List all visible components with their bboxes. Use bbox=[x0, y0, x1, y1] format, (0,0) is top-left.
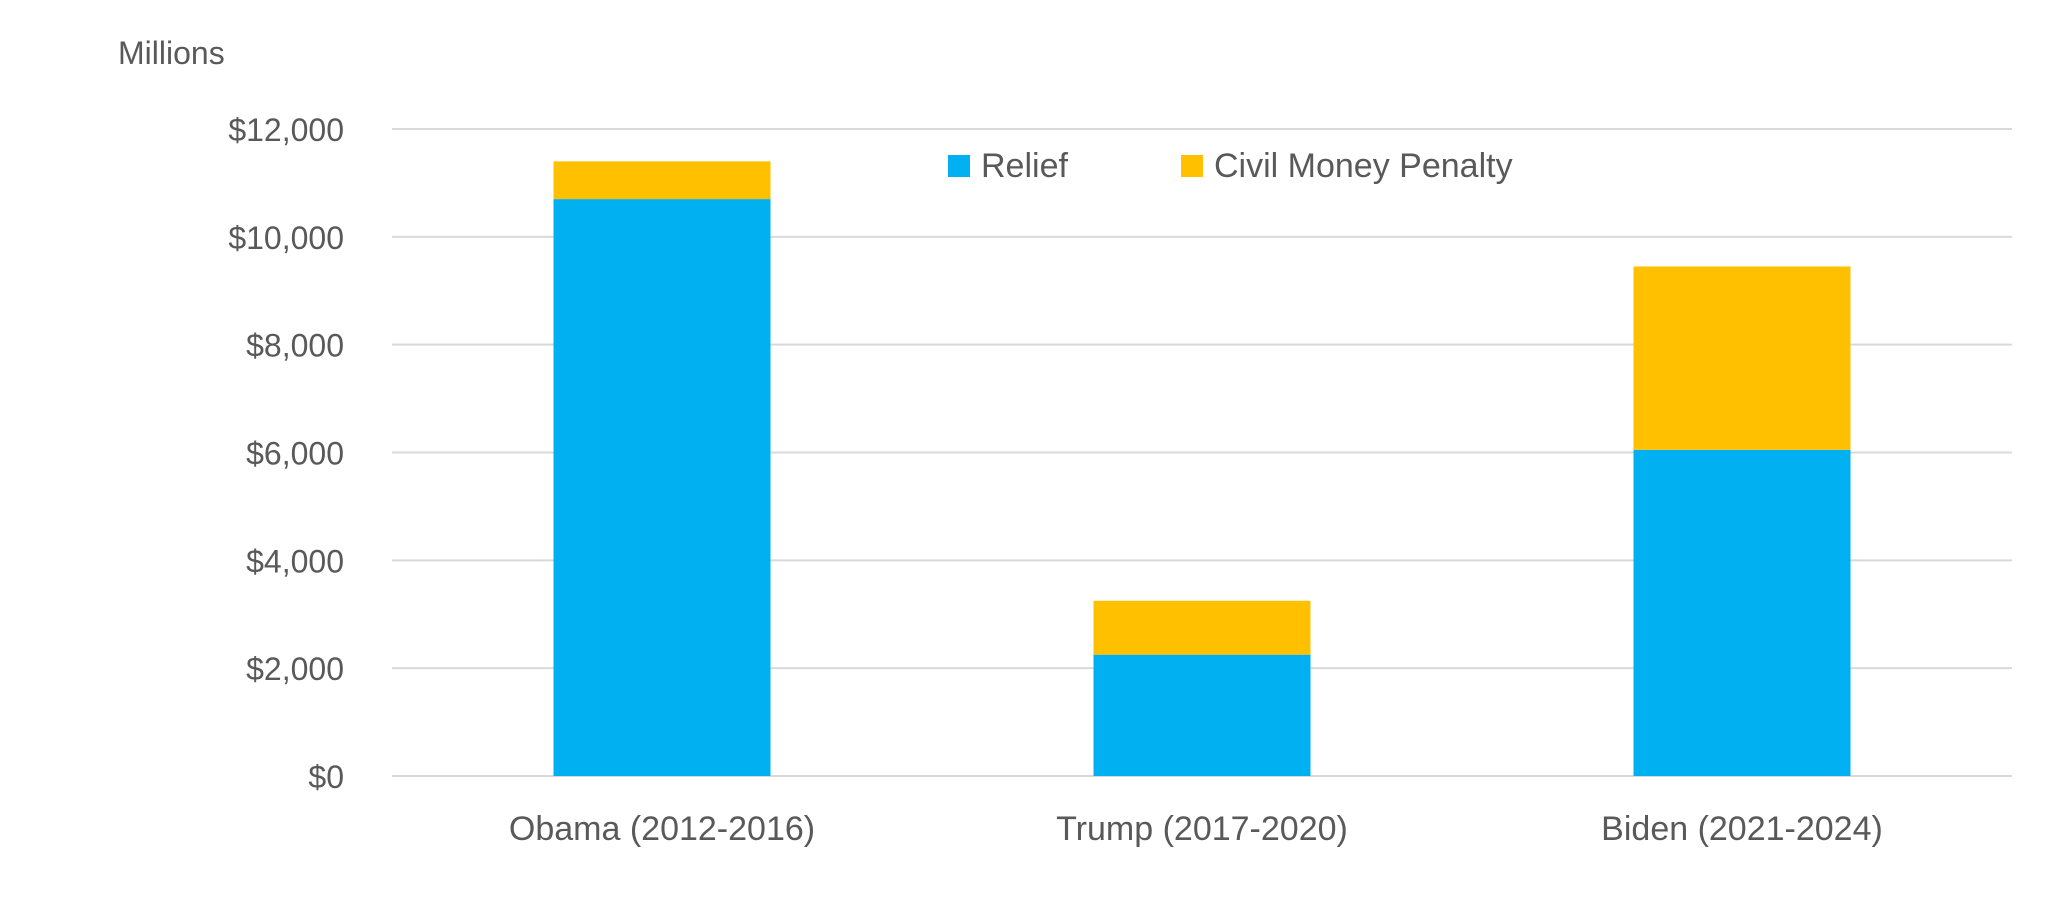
bar-civil-money-penalty-0 bbox=[553, 161, 771, 200]
bar-relief-1 bbox=[1093, 654, 1311, 776]
y-tick-label: $8,000 bbox=[246, 328, 344, 364]
y-tick-label: $10,000 bbox=[228, 220, 344, 256]
y-tick-label: $2,000 bbox=[246, 651, 344, 687]
x-tick-label: Trump (2017-2020) bbox=[1056, 810, 1348, 848]
unit-label: Millions bbox=[118, 35, 225, 71]
y-tick-label: $4,000 bbox=[246, 543, 344, 579]
x-tick-label: Obama (2012-2016) bbox=[509, 810, 815, 848]
legend-item: Civil Money Penalty bbox=[1181, 147, 1513, 185]
bar-relief-2 bbox=[1633, 449, 1851, 776]
y-tick-label: $12,000 bbox=[228, 112, 344, 148]
x-axis-tick-labels: Obama (2012-2016) Trump (2017-2020) Biden … bbox=[509, 810, 1883, 848]
legend: Relief Civil Money Penalty bbox=[948, 147, 1513, 185]
legend-swatch bbox=[1181, 155, 1203, 177]
legend-swatch bbox=[948, 155, 970, 177]
legend-label: Civil Money Penalty bbox=[1214, 147, 1513, 185]
x-tick-label: Biden (2021-2024) bbox=[1601, 810, 1883, 848]
bar-relief-0 bbox=[553, 199, 771, 776]
y-axis-tick-labels: $0 $2,000 $4,000 $6,000 $8,000 $10,000 $12,000 bbox=[228, 112, 344, 795]
y-tick-label: $6,000 bbox=[246, 436, 344, 472]
legend-label: Relief bbox=[981, 147, 1068, 185]
bar-civil-money-penalty-2 bbox=[1633, 266, 1851, 450]
y-tick-label: $0 bbox=[308, 759, 344, 795]
bars bbox=[553, 161, 1851, 776]
bar-civil-money-penalty-1 bbox=[1093, 600, 1311, 655]
legend-item: Relief bbox=[948, 147, 1068, 185]
